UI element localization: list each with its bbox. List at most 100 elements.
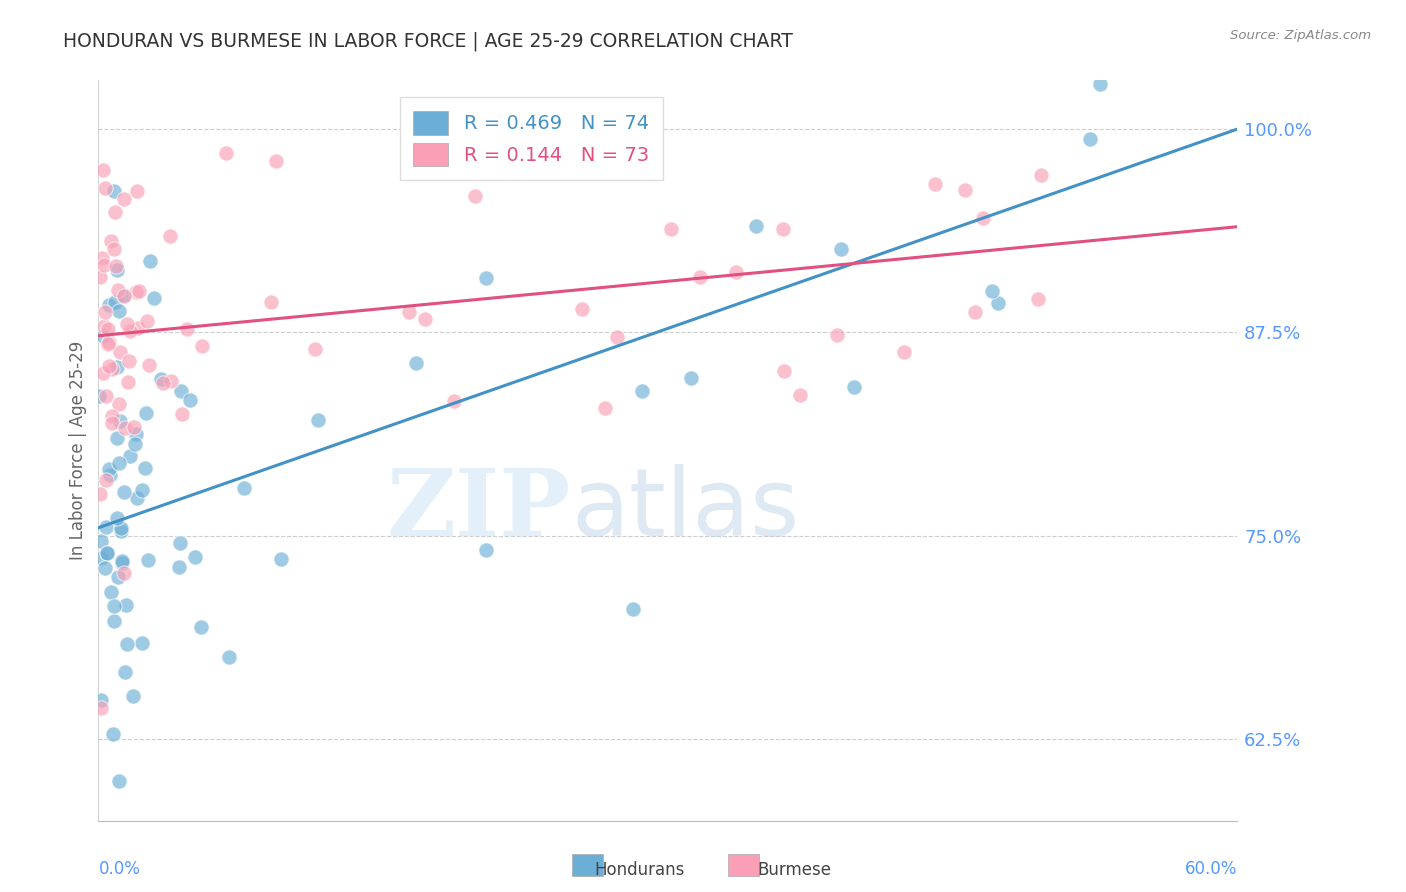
Point bbox=[112, 288, 135, 302]
Point bbox=[107, 570, 129, 584]
Point bbox=[125, 427, 148, 442]
Point bbox=[105, 359, 128, 374]
Point bbox=[259, 295, 281, 310]
Point bbox=[152, 376, 174, 390]
Point bbox=[98, 462, 121, 476]
Point bbox=[264, 154, 287, 169]
Point bbox=[134, 460, 156, 475]
Point bbox=[475, 270, 498, 285]
Point bbox=[1098, 26, 1121, 40]
Point bbox=[980, 285, 1002, 299]
Point bbox=[97, 322, 120, 336]
Point bbox=[121, 690, 143, 704]
Point bbox=[405, 356, 427, 370]
Point bbox=[103, 727, 125, 741]
Text: Source: ZipAtlas.com: Source: ZipAtlas.com bbox=[1230, 29, 1371, 42]
Text: ZIP: ZIP bbox=[387, 465, 571, 555]
Point bbox=[893, 344, 915, 359]
Point bbox=[122, 420, 145, 434]
Point bbox=[630, 384, 652, 398]
Point bbox=[107, 283, 129, 297]
Point bbox=[100, 362, 122, 376]
Point bbox=[304, 342, 326, 356]
Point bbox=[827, 327, 849, 342]
Point bbox=[90, 701, 112, 715]
Point bbox=[93, 162, 115, 177]
Point bbox=[96, 546, 118, 560]
Point bbox=[232, 481, 254, 495]
Point bbox=[104, 294, 127, 309]
Point bbox=[108, 414, 131, 428]
Point bbox=[108, 773, 131, 788]
Point bbox=[124, 436, 146, 450]
Point bbox=[94, 181, 117, 195]
Point bbox=[689, 269, 711, 284]
Point bbox=[118, 449, 141, 463]
Text: Burmese: Burmese bbox=[758, 861, 831, 879]
Point bbox=[120, 324, 142, 338]
Point bbox=[983, 17, 1005, 31]
Point bbox=[89, 269, 111, 284]
Point bbox=[94, 560, 117, 574]
Point bbox=[89, 487, 111, 501]
Point bbox=[97, 359, 120, 373]
Point bbox=[100, 234, 122, 248]
Point bbox=[89, 389, 111, 403]
Point bbox=[170, 407, 193, 421]
Point bbox=[138, 553, 160, 567]
Text: atlas: atlas bbox=[571, 464, 799, 556]
Point bbox=[97, 336, 120, 351]
Point bbox=[104, 204, 127, 219]
Point bbox=[101, 409, 124, 423]
Text: HONDURAN VS BURMESE IN LABOR FORCE | AGE 25-29 CORRELATION CHART: HONDURAN VS BURMESE IN LABOR FORCE | AGE… bbox=[63, 31, 793, 51]
Point bbox=[96, 389, 118, 403]
Point bbox=[159, 228, 181, 243]
Point bbox=[108, 397, 131, 411]
Bar bbox=[728, 854, 759, 876]
Point bbox=[215, 145, 238, 160]
Legend: R = 0.469   N = 74, R = 0.144   N = 73: R = 0.469 N = 74, R = 0.144 N = 73 bbox=[399, 97, 662, 180]
Point bbox=[149, 372, 172, 386]
Point bbox=[131, 636, 153, 650]
Point bbox=[98, 334, 121, 349]
Point bbox=[571, 302, 593, 317]
Point bbox=[398, 305, 420, 319]
Point bbox=[679, 370, 702, 384]
Point bbox=[924, 177, 946, 191]
Point bbox=[772, 222, 794, 236]
Point bbox=[842, 380, 865, 394]
Point bbox=[96, 520, 118, 534]
Point bbox=[1078, 132, 1101, 146]
Point bbox=[475, 542, 498, 557]
Point bbox=[160, 374, 183, 388]
Point bbox=[772, 364, 794, 378]
Point bbox=[135, 406, 157, 420]
Point bbox=[110, 521, 132, 535]
Point bbox=[169, 536, 191, 550]
Point bbox=[443, 394, 465, 409]
Point bbox=[112, 485, 135, 500]
Point bbox=[91, 329, 114, 343]
Point bbox=[111, 554, 134, 568]
Point bbox=[98, 468, 121, 483]
Point bbox=[307, 413, 329, 427]
Point bbox=[127, 321, 149, 335]
Point bbox=[103, 599, 125, 613]
Point bbox=[112, 193, 135, 207]
Point bbox=[101, 416, 124, 430]
Point bbox=[413, 311, 436, 326]
Point bbox=[270, 551, 292, 566]
Point bbox=[90, 251, 112, 265]
Point bbox=[143, 291, 166, 305]
Point bbox=[114, 665, 136, 680]
Point bbox=[136, 314, 159, 328]
Point bbox=[953, 183, 976, 197]
Point bbox=[117, 637, 139, 651]
Point bbox=[112, 289, 135, 303]
Point bbox=[128, 284, 150, 298]
Point bbox=[100, 585, 122, 599]
Point bbox=[183, 549, 205, 564]
Text: 0.0%: 0.0% bbox=[98, 860, 141, 878]
Point bbox=[105, 511, 128, 525]
Point bbox=[169, 559, 191, 574]
